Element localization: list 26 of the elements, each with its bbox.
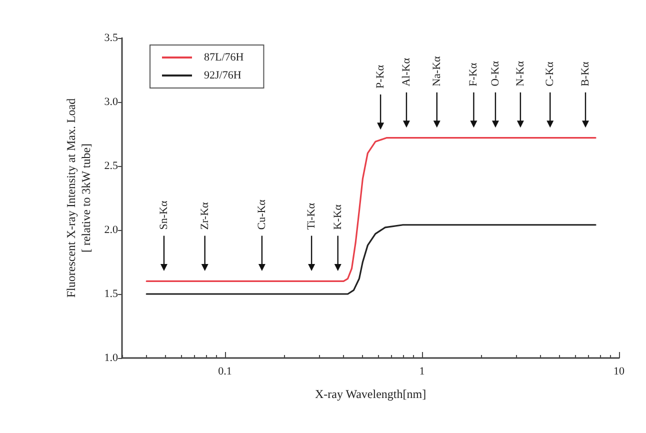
- y-tick-label: 2.0: [104, 224, 118, 236]
- x-tick-label: 0.1: [218, 366, 232, 378]
- ref-line-label: B-Kα: [580, 61, 592, 86]
- y-tick-label: 3.0: [104, 96, 118, 108]
- ref-line-label: F-Kα: [468, 62, 480, 86]
- ref-line-label: Na-Kα: [430, 56, 443, 86]
- ref-line-label: K-Kα: [332, 204, 344, 230]
- y-tick-label: 1.0: [104, 352, 118, 364]
- ref-line-label: O-Kα: [489, 60, 502, 86]
- x-tick-label: 1: [419, 366, 425, 378]
- legend-label: 92J/76H: [204, 70, 242, 82]
- ref-line-label: Sn-Kα: [158, 200, 170, 230]
- x-axis-title: X-ray Wavelength[nm]: [314, 387, 426, 401]
- ref-line-label: N-Kα: [514, 60, 526, 86]
- ref-line-label: Cu-Kα: [256, 199, 268, 230]
- ref-line-label: P-Kα: [374, 64, 387, 88]
- y-tick-label: 1.5: [104, 288, 118, 300]
- ref-line-label: Al-Kα: [400, 58, 412, 86]
- legend-label: 87L/76H: [204, 52, 244, 64]
- y-tick-label: 2.5: [104, 160, 118, 172]
- ref-line-label: Zr-Kα: [198, 202, 211, 230]
- ref-line-label: C-Kα: [544, 61, 556, 86]
- y-axis-title: Fluorescent X-ray Intensity at Max. Load [ relative to 3kW tube]: [64, 98, 93, 298]
- x-tick-label: 10: [614, 366, 625, 378]
- ref-line-label: Ti-Kα: [306, 202, 318, 230]
- y-tick-label: 3.5: [104, 32, 118, 44]
